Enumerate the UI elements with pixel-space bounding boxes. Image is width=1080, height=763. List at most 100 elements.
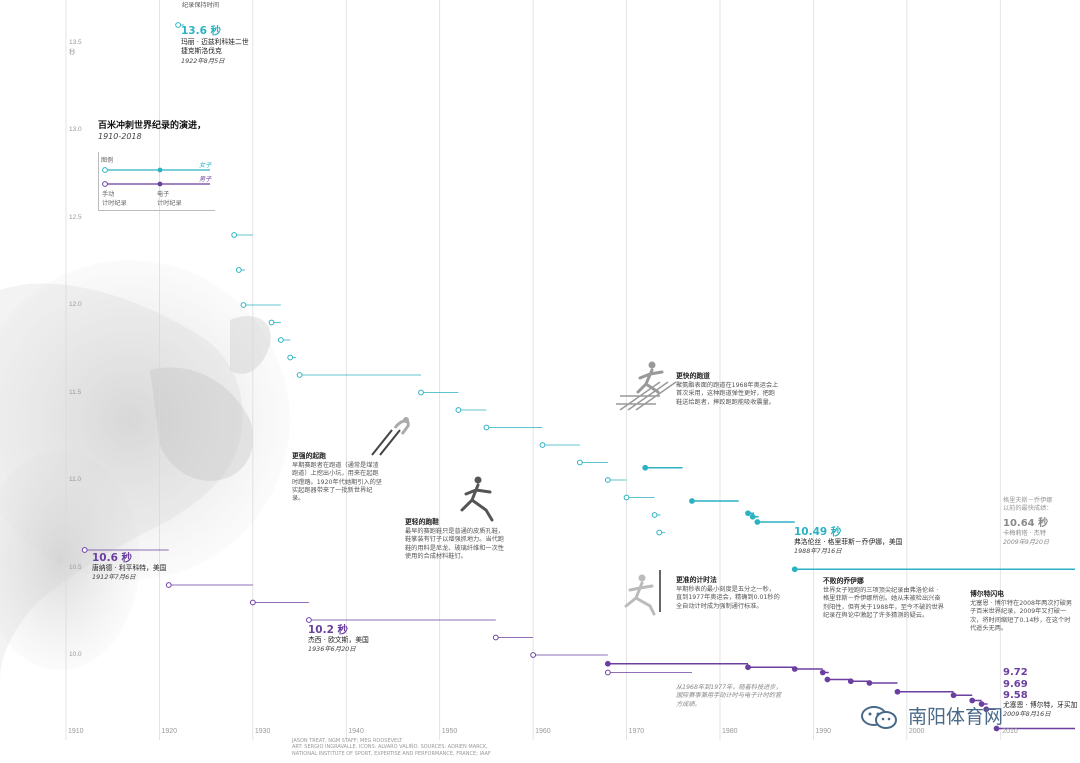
legend-women-manual-dot: [102, 167, 108, 173]
男子-record-point-5: [530, 652, 537, 658]
women-fastest-head: 格里夫斯－乔伊娜 以前的最快成绩：: [1003, 497, 1053, 513]
男子-record-point-17: [978, 701, 985, 707]
legend-women-electronic-dot: [157, 167, 163, 173]
y-tick-11.5: 11.5: [69, 388, 82, 396]
女子-record-point-16: [651, 512, 658, 518]
men-1936-date: 1936年6月20日: [308, 645, 356, 653]
男子-record-point-19: [993, 725, 1000, 732]
男子-record-point-4: [492, 634, 499, 641]
men-recent-time-1: 9.72: [1003, 667, 1028, 678]
男子-record-point-3: [306, 617, 312, 623]
y-tick-13: 13.0: [69, 126, 82, 133]
timing-runner-icon: [624, 570, 661, 616]
y-tick-11: 11.0: [69, 476, 82, 483]
running-shoe-icon: [460, 476, 494, 522]
women-1988-date: 1988年7月16日: [794, 547, 842, 555]
女子-record-point-20: [749, 513, 756, 520]
note-flojo-head: 不败的乔伊娜: [823, 577, 864, 585]
x-tick-1980: 1980: [721, 728, 738, 735]
note-shoes-head: 更轻的跑鞋: [405, 518, 439, 526]
note-track-body: 聚氨酯表面的跑道在1968年奥运会上首次采用，这种跑道弹性更好，把跑鞋送给跑者，…: [676, 382, 779, 406]
女子-record-point-15: [642, 464, 649, 471]
女子-record-point-10: [483, 424, 490, 431]
男子-record-point-15: [950, 692, 957, 699]
男子-record-point-6: [604, 669, 611, 676]
men-1912-date: 1912年7月6日: [92, 573, 136, 581]
men-1936-name: 杰西 · 欧文斯，美国: [308, 636, 369, 644]
credits: JASON TREAT, NGM STAFF; MEG ROOSEVELT AR…: [292, 738, 491, 757]
men-1912-time: 10.6 秒: [92, 552, 133, 564]
note-timing-body: 早期秒表的最小刻度是五分之一秒，直到1977年奥运会，精确到0.01秒的全自动计…: [676, 586, 780, 610]
women-1922-time: 13.6 秒: [181, 25, 222, 37]
x-tick-2010: 2010: [1002, 728, 1018, 735]
record-duration-label: 纪录保持时间: [182, 2, 220, 9]
legend-men-manual-dot: [102, 181, 108, 187]
男子-record-point-10: [819, 669, 826, 676]
women-series: [175, 22, 1075, 573]
note-track-head: 更快的跑道: [676, 372, 710, 380]
女子-record-point-4: [268, 319, 275, 326]
wechat-icon: [861, 706, 897, 729]
legend-men: 男子: [199, 176, 212, 183]
男子-record-point-8: [745, 664, 751, 671]
track-surface-icon: [616, 361, 677, 411]
note-flojo-body: 世界女子短跑的三项顶尖纪录由弗洛伦丝 · 格里菲斯－乔伊娜所创。她从未被检出兴奋…: [823, 587, 944, 620]
女子-record-point-7: [296, 372, 303, 378]
女子-record-point-6: [287, 354, 294, 361]
男子-record-point-11: [824, 676, 831, 683]
men-1912-name: 唐纳德 · 利平科特，美国: [92, 564, 167, 572]
chart-subtitle: 1910-2018: [98, 132, 142, 141]
women-fastest-time: 10.64 秒: [1003, 518, 1049, 529]
女子-record-point-19: [745, 510, 751, 517]
女子-record-point-2: [235, 267, 242, 273]
note-icons: [371, 361, 677, 616]
x-tick-2000: 2000: [908, 728, 925, 735]
men-1936-time: 10.2 秒: [308, 624, 349, 636]
女子-record-point-5: [277, 337, 284, 343]
男子-record-point-1: [165, 582, 172, 588]
legend-women: 女子: [199, 162, 212, 169]
note-shoes-body: 最早的赛跑鞋只是普通的皮质孔鞋，鞋掌装有钉子以增强抓地力。当代跑鞋的用料是尼龙、…: [405, 528, 504, 561]
legend-label: 图例: [101, 157, 114, 164]
sprinter-illustration: [0, 260, 290, 680]
y-tick-12.5: 12.5: [69, 213, 82, 221]
x-tick-1910: 1910: [68, 728, 84, 735]
chart-title: 百米冲刺世界纪录的演进，: [98, 121, 207, 131]
legend: [98, 152, 215, 211]
x-tick-1950: 1950: [441, 728, 458, 735]
女子-record-point-8: [418, 389, 424, 396]
男子-record-point-7: [604, 660, 611, 667]
x-tick-1930: 1930: [254, 728, 271, 735]
legend-men-electronic-dot: [157, 181, 163, 187]
legend-electronic: 电子 计时纪录: [157, 191, 182, 207]
men-recent-name: 尤塞恩 · 博尔特，牙买加: [1003, 701, 1078, 709]
女子-record-point-14: [623, 494, 630, 501]
starting-block-icon: [371, 417, 410, 456]
women-1988-name: 弗洛伦丝 · 格里菲斯－乔伊娜，美国: [794, 538, 903, 546]
x-tick-1920: 1920: [161, 728, 177, 735]
女子-record-point-13: [604, 477, 611, 483]
男子-record-point-14: [894, 688, 901, 695]
y-tick-12: 12.0: [69, 301, 82, 308]
note-blocks-body: 早期赛跑者在跑道（通常是煤渣跑道）上挖出小坑，用来在起跑时蹬踏。1920年代她期…: [292, 462, 382, 503]
男子-record-point-13: [866, 680, 873, 686]
女子-record-point-18: [689, 498, 695, 504]
x-tick-1960: 1960: [535, 728, 551, 735]
legend-marks: [102, 167, 210, 187]
men-recent-time-3: 9.58: [1003, 690, 1028, 701]
watermark-text: 南阳体育网: [908, 706, 1004, 728]
女子-record-point-11: [539, 442, 546, 448]
x-tick-1940: 1940: [348, 728, 364, 735]
women-1922-name: 玛丽 · 迈兹利科娃二世 捷克斯洛伐克: [181, 38, 249, 56]
men-recent-time-2: 9.69: [1003, 679, 1028, 690]
women-fastest-name: 卡梅莉塔 · 杰特: [1003, 530, 1047, 537]
男子-record-point-12: [847, 678, 854, 685]
女子-record-point-17: [656, 529, 663, 536]
女子-record-point-9: [455, 407, 462, 413]
men-series: [81, 547, 1075, 732]
women-1922-date: 1922年8月5日: [181, 57, 225, 65]
y-tick-10.5: 10.5: [69, 563, 82, 571]
男子-record-point-16: [969, 697, 976, 704]
women-1988-time: 10.49 秒: [794, 526, 842, 538]
